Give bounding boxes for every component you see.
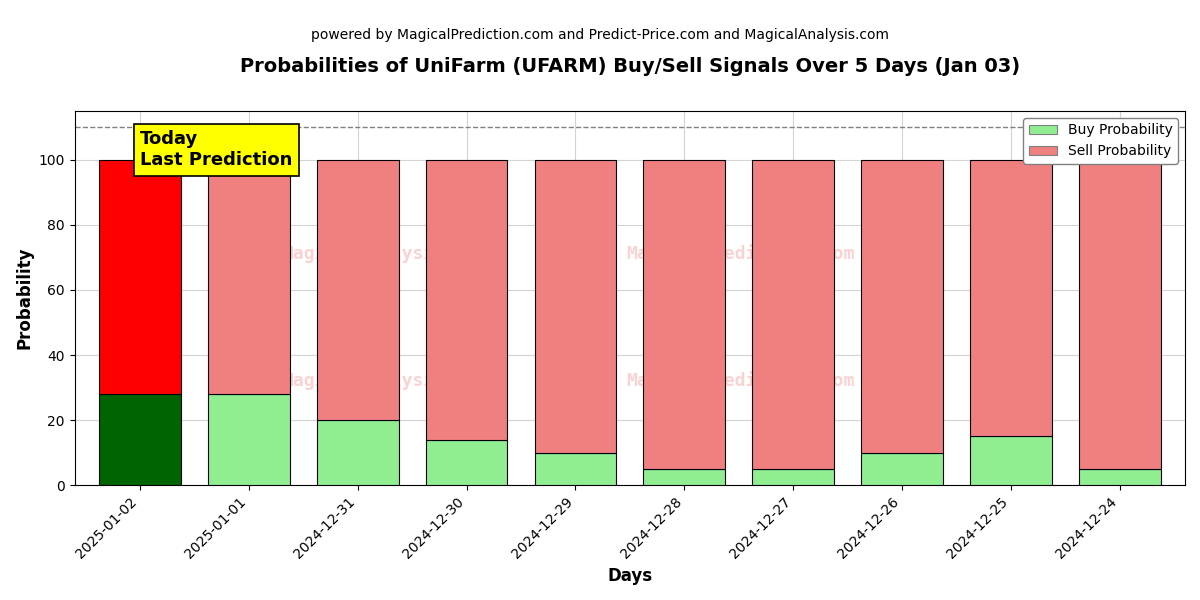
- Bar: [100, 160, 181, 394]
- Bar: [752, 469, 834, 485]
- Bar: [752, 160, 834, 469]
- Bar: [970, 436, 1051, 485]
- Bar: [970, 160, 1051, 436]
- Text: MagicalAnalysis.com: MagicalAnalysis.com: [282, 371, 488, 390]
- Bar: [317, 160, 398, 420]
- Bar: [534, 160, 617, 453]
- Text: powered by MagicalPrediction.com and Predict-Price.com and MagicalAnalysis.com: powered by MagicalPrediction.com and Pre…: [311, 28, 889, 42]
- Text: MagicalAnalysis.com: MagicalAnalysis.com: [282, 244, 488, 263]
- Bar: [208, 394, 289, 485]
- Bar: [862, 160, 943, 453]
- Bar: [426, 440, 508, 485]
- Bar: [317, 420, 398, 485]
- Bar: [643, 469, 725, 485]
- Bar: [534, 453, 617, 485]
- Bar: [208, 160, 289, 394]
- Bar: [426, 160, 508, 440]
- Text: MagicalPrediction.com: MagicalPrediction.com: [626, 371, 856, 390]
- Bar: [1079, 469, 1160, 485]
- Bar: [100, 394, 181, 485]
- Y-axis label: Probability: Probability: [16, 247, 34, 349]
- X-axis label: Days: Days: [607, 567, 653, 585]
- Text: Today
Last Prediction: Today Last Prediction: [140, 130, 293, 169]
- Title: Probabilities of UniFarm (UFARM) Buy/Sell Signals Over 5 Days (Jan 03): Probabilities of UniFarm (UFARM) Buy/Sel…: [240, 57, 1020, 76]
- Text: MagicalPrediction.com: MagicalPrediction.com: [626, 244, 856, 263]
- Bar: [1079, 160, 1160, 469]
- Bar: [862, 453, 943, 485]
- Bar: [643, 160, 725, 469]
- Legend: Buy Probability, Sell Probability: Buy Probability, Sell Probability: [1024, 118, 1178, 164]
